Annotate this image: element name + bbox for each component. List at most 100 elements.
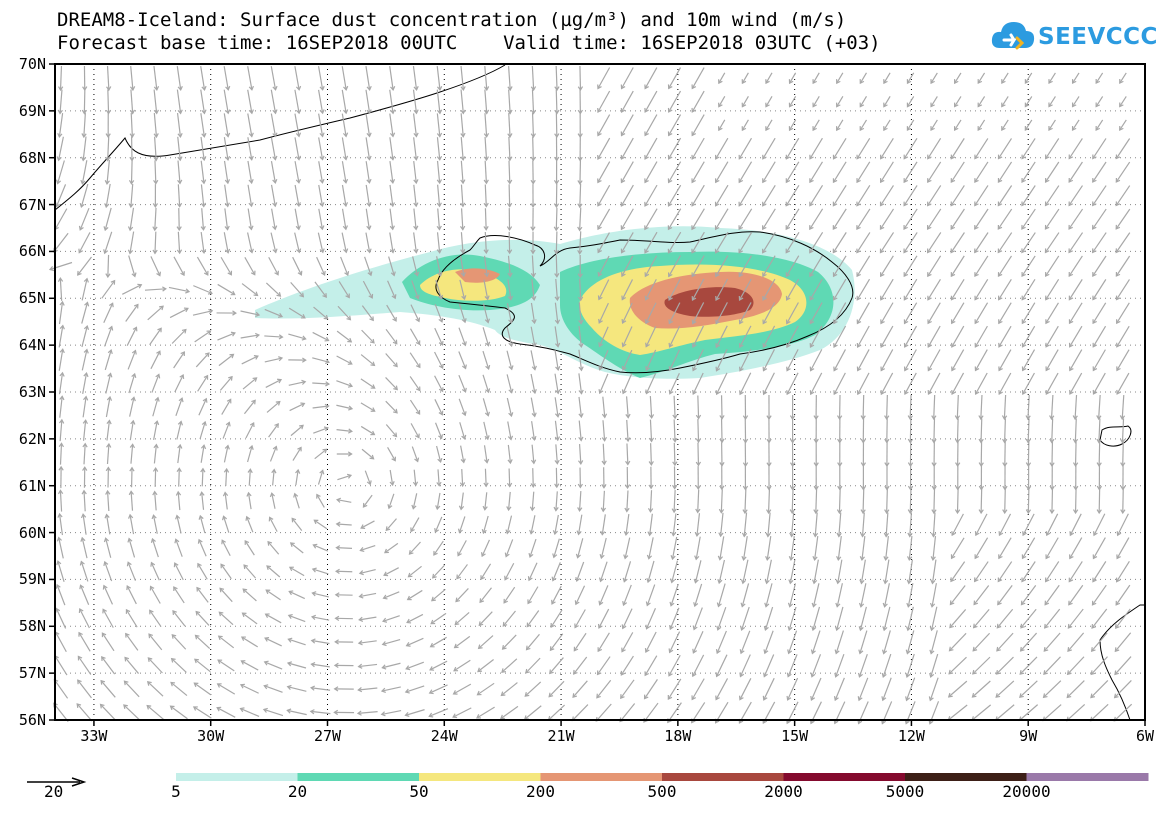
wind-arrow xyxy=(504,562,515,581)
lon-label: 15W xyxy=(781,727,809,745)
wind-arrow xyxy=(460,113,466,138)
wind-arrow xyxy=(620,184,634,207)
wind-arrow xyxy=(953,119,962,132)
wind-arrow xyxy=(335,521,352,527)
wind-arrow xyxy=(927,138,942,160)
wind-arrow xyxy=(389,161,396,184)
wind-arrow xyxy=(1115,608,1131,629)
wind-arrow xyxy=(1069,349,1083,372)
lat-label: 59N xyxy=(18,570,46,589)
wind-arrow xyxy=(601,443,607,466)
wind-arrow xyxy=(309,709,331,715)
wind-arrow xyxy=(1116,372,1130,395)
wind-arrow xyxy=(620,114,634,137)
wind-arrow xyxy=(341,161,349,184)
wind-arrow xyxy=(312,331,330,342)
wind-arrow xyxy=(506,491,512,512)
wind-arrow xyxy=(318,208,325,231)
wind-arrow xyxy=(882,583,890,608)
lon-label: 12W xyxy=(897,727,925,745)
wind-arrow xyxy=(126,561,137,581)
wind-arrow xyxy=(128,490,134,511)
wind-arrow xyxy=(200,113,207,138)
wind-arrow xyxy=(597,255,610,277)
wind-arrow xyxy=(336,330,353,343)
wind-arrow xyxy=(996,608,1014,629)
wind-arrow xyxy=(1025,488,1032,515)
wind-arrow xyxy=(624,490,630,513)
wind-arrow xyxy=(931,488,937,515)
wind-arrow xyxy=(1071,72,1080,85)
wind-arrow xyxy=(482,303,490,324)
wind-arrow xyxy=(436,469,442,487)
wind-arrow xyxy=(313,306,329,320)
wind-arrow xyxy=(1048,96,1056,108)
wind-arrow xyxy=(1022,513,1035,537)
wind-arrow xyxy=(127,207,135,232)
wind-arrow xyxy=(1021,161,1036,183)
wind-arrow xyxy=(176,467,182,487)
wind-arrow xyxy=(578,396,584,419)
wind-arrow xyxy=(477,659,494,673)
wind-arrow xyxy=(1002,418,1008,444)
wind-arrow xyxy=(529,491,536,512)
wind-arrow xyxy=(106,419,112,441)
wind-arrow xyxy=(787,583,797,608)
wind-arrow xyxy=(974,349,988,372)
wind-arrow xyxy=(58,300,65,325)
wind-arrow xyxy=(644,184,658,207)
wind-arrow xyxy=(341,232,349,254)
wind-arrow xyxy=(245,515,254,533)
wind-arrow xyxy=(530,444,537,465)
wind-arrow xyxy=(386,304,397,322)
wind-arrow xyxy=(247,208,254,231)
wind-arrow xyxy=(295,468,301,486)
wind-arrow xyxy=(1021,302,1036,325)
wind-arrow xyxy=(977,119,986,132)
wind-arrow xyxy=(833,349,846,372)
wind-arrow xyxy=(58,442,65,465)
wind-arrow xyxy=(884,394,890,421)
wind-arrow xyxy=(645,326,657,348)
wind-arrow xyxy=(407,565,422,578)
wind-arrow xyxy=(341,113,349,138)
wind-arrow xyxy=(103,302,114,323)
wind-arrow xyxy=(54,631,67,653)
wind-arrow xyxy=(832,208,847,231)
wind-arrow xyxy=(105,136,111,162)
wind-arrow xyxy=(718,512,724,538)
wind-arrow xyxy=(786,677,799,701)
wind-arrow xyxy=(572,680,588,699)
wind-arrow xyxy=(105,112,111,139)
wind-arrow xyxy=(530,397,537,418)
wind-arrow xyxy=(950,232,965,254)
wind-arrow xyxy=(290,281,305,298)
wind-arrow xyxy=(243,399,256,415)
wind-arrow xyxy=(950,561,966,583)
wind-arrow xyxy=(385,518,397,532)
wind-arrow xyxy=(1119,418,1126,444)
wind-arrow xyxy=(1115,279,1130,301)
wind-arrow xyxy=(431,564,445,579)
wind-arrow xyxy=(996,632,1014,652)
wind-arrow xyxy=(691,137,705,160)
wind-arrow xyxy=(192,706,212,719)
wind-arrow xyxy=(1045,302,1059,325)
wind-arrow xyxy=(314,281,327,298)
wind-arrow xyxy=(766,441,772,468)
wind-arrow xyxy=(106,442,112,465)
wind-arrow xyxy=(717,536,725,561)
wind-arrow xyxy=(739,630,751,655)
wind-arrow xyxy=(785,255,800,278)
wind-arrow xyxy=(242,588,257,602)
wind-arrow xyxy=(365,66,372,91)
wind-arrow xyxy=(288,333,307,341)
wind-arrow xyxy=(1019,656,1038,675)
wind-arrow xyxy=(880,349,894,372)
wind-arrow xyxy=(832,278,847,301)
wind-arrow xyxy=(104,348,113,371)
wind-arrow xyxy=(79,183,89,209)
wind-arrow xyxy=(409,328,421,346)
wind-arrow xyxy=(193,285,213,295)
wind-arrow xyxy=(103,231,113,255)
